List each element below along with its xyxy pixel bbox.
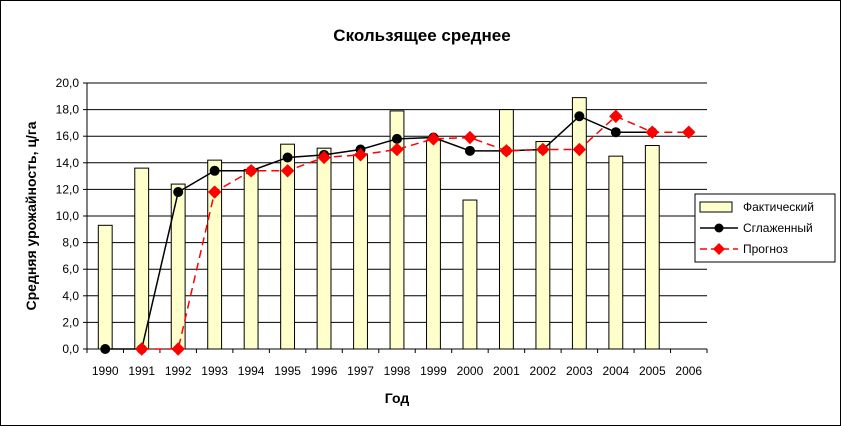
data-point xyxy=(645,125,660,139)
chart-title: Скользящее среднее xyxy=(333,26,510,45)
x-tick-label: 1997 xyxy=(347,364,374,378)
bar xyxy=(316,147,332,350)
data-point xyxy=(282,152,293,163)
y-tick-label: 8,0 xyxy=(62,236,79,250)
y-tick-label: 4,0 xyxy=(62,289,79,303)
legend-swatch xyxy=(699,201,733,213)
bar xyxy=(426,139,441,350)
data-point xyxy=(574,111,585,122)
data-point xyxy=(426,132,441,146)
data-point xyxy=(499,144,514,158)
data-point xyxy=(682,125,696,139)
x-tick-label: 1995 xyxy=(274,364,301,378)
data-point xyxy=(171,342,185,356)
legend-label: Фактический xyxy=(743,200,814,214)
x-axis-title: Год xyxy=(385,390,410,406)
series-line xyxy=(141,115,689,350)
x-tick-label: 1996 xyxy=(311,364,338,378)
y-tick-label: 16,0 xyxy=(56,129,80,143)
x-tick-label: 1999 xyxy=(420,364,447,378)
legend: Фактический Сглаженный Прогноз xyxy=(694,193,836,263)
data-point xyxy=(317,150,331,165)
x-tick-label: 1991 xyxy=(128,364,155,378)
data-point xyxy=(173,187,184,198)
x-tick-label: 1993 xyxy=(201,364,228,378)
data-point xyxy=(100,344,111,354)
data-point xyxy=(209,165,220,176)
x-tick-label: 2003 xyxy=(566,364,593,378)
data-point xyxy=(134,342,149,356)
bar xyxy=(535,141,551,350)
bar xyxy=(134,167,150,350)
data-point xyxy=(353,148,368,162)
x-tick-label: 1990 xyxy=(92,364,119,378)
legend-label: Сглаженный xyxy=(743,221,813,235)
x-tick-label: 1994 xyxy=(238,364,265,378)
data-point xyxy=(609,109,623,123)
y-tick-label: 6,0 xyxy=(62,262,79,276)
bar xyxy=(353,154,368,350)
bar xyxy=(571,97,587,350)
data-point xyxy=(572,142,587,157)
y-tick-label: 2,0 xyxy=(62,315,79,329)
x-tick-label: 1992 xyxy=(165,364,192,378)
x-tick-label: 2004 xyxy=(602,364,629,378)
x-tick-label: 2001 xyxy=(493,364,520,378)
data-point xyxy=(392,133,402,144)
x-tick-label: 1998 xyxy=(384,364,411,378)
bar xyxy=(243,168,259,350)
data-point xyxy=(244,164,258,178)
x-tick-label: 2005 xyxy=(639,364,666,378)
legend-marker xyxy=(713,243,725,255)
y-tick-label: 20,0 xyxy=(56,76,80,90)
x-tick-label: 2000 xyxy=(457,364,484,378)
y-tick-label: 10,0 xyxy=(56,209,80,223)
bar xyxy=(97,224,113,350)
data-point xyxy=(610,127,621,138)
x-tick-label: 2006 xyxy=(675,364,702,378)
legend-label: Прогноз xyxy=(743,242,789,256)
y-tick-label: 14,0 xyxy=(56,156,80,170)
legend-marker xyxy=(714,223,724,233)
bar xyxy=(462,199,478,350)
bar xyxy=(608,155,624,350)
data-point xyxy=(390,142,404,157)
y-tick-label: 0,0 xyxy=(62,342,79,356)
data-point xyxy=(207,185,222,199)
bar xyxy=(170,183,186,350)
data-point xyxy=(463,130,477,145)
data-point xyxy=(464,145,475,156)
data-point xyxy=(536,142,550,157)
y-axis-title: Средняя урожайность, ц/га xyxy=(23,121,39,310)
y-tick-label: 18,0 xyxy=(56,103,80,117)
series-line xyxy=(105,115,653,350)
bar xyxy=(644,145,660,350)
data-point xyxy=(280,164,295,178)
x-tick-label: 2002 xyxy=(530,364,557,378)
plot-area: 0,0 2,0 4,0 6,0 8,0 10,0 12,0 14,0 16,0 18,0 20,0 1… xyxy=(56,76,708,378)
y-tick-label: 12,0 xyxy=(56,182,80,196)
